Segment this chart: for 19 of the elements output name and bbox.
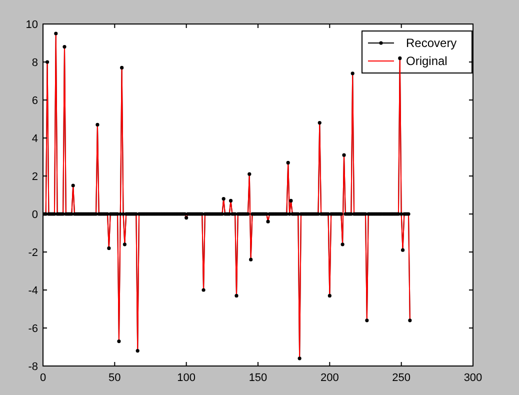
x-tick-label: 200 bbox=[320, 372, 339, 384]
x-tick-label: 250 bbox=[392, 372, 411, 384]
x-tick-label: 300 bbox=[464, 372, 482, 384]
y-tick-label: 6 bbox=[32, 95, 38, 107]
x-tick-label: 100 bbox=[177, 372, 196, 384]
y-tick-label: 10 bbox=[26, 19, 38, 31]
y-tick-label: 4 bbox=[32, 133, 38, 145]
y-tick-label: 8 bbox=[32, 57, 38, 69]
y-tick-label: -2 bbox=[28, 247, 38, 259]
x-tick-label: 0 bbox=[40, 372, 46, 384]
legend-label: Recovery bbox=[406, 36, 457, 50]
x-tick-label: 150 bbox=[248, 372, 268, 384]
legend-label: Original bbox=[406, 54, 448, 68]
y-tick-label: 2 bbox=[32, 171, 38, 183]
y-tick-label: -8 bbox=[28, 361, 38, 373]
y-tick-label: 0 bbox=[32, 209, 38, 221]
y-tick-label: -6 bbox=[28, 323, 38, 335]
y-tick-label: -4 bbox=[28, 285, 38, 297]
x-tick-label: 50 bbox=[108, 372, 121, 384]
